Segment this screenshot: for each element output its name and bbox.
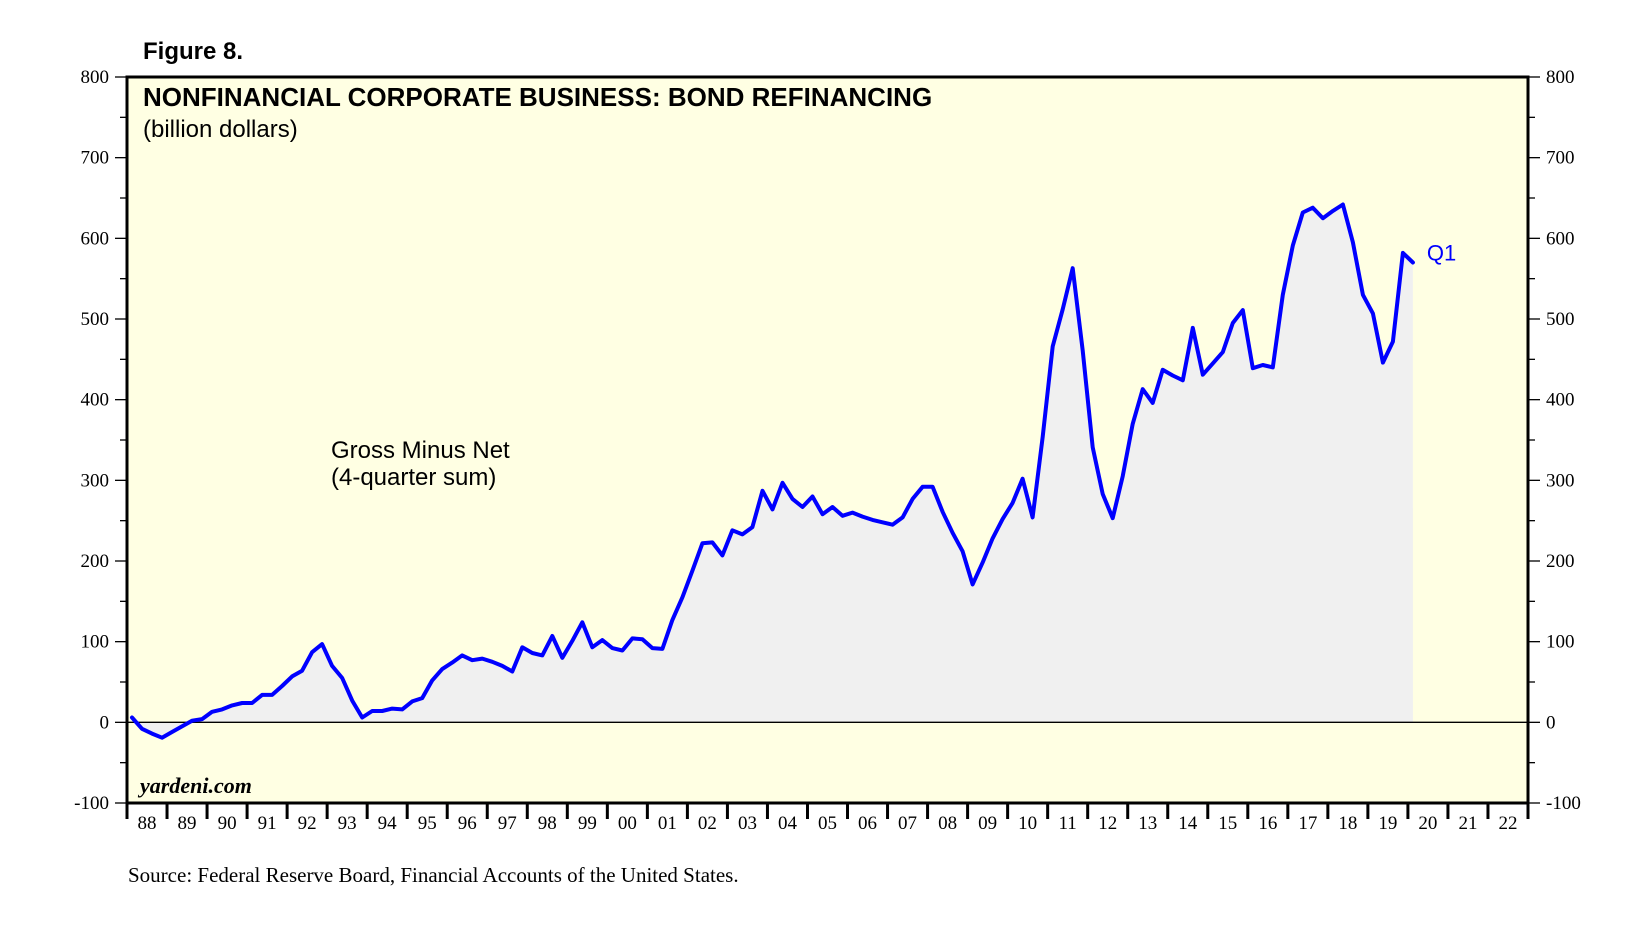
line-layer — [130, 202, 1415, 740]
x-tick-label: 88 — [138, 813, 157, 834]
x-tick-label: 98 — [538, 813, 557, 834]
y-tick-label-left: 700 — [81, 148, 110, 169]
x-tick-label: 90 — [218, 813, 237, 834]
y-tick-label-left: 100 — [81, 632, 110, 653]
y-tick-label-right: 800 — [1546, 67, 1575, 88]
chart-subtitle: (billion dollars) — [143, 116, 298, 143]
x-tick-label: 89 — [178, 813, 197, 834]
x-tick-label: 96 — [458, 813, 477, 834]
x-tick-label: 09 — [978, 813, 997, 834]
x-tick-label: 15 — [1218, 813, 1237, 834]
figure-label: Figure 8. — [143, 38, 243, 65]
x-tick-label: 91 — [258, 813, 277, 834]
y-axis-left: 800 700 600 500 400 300 200 100 0 -100 — [74, 67, 127, 814]
source-note: Source: Federal Reserve Board, Financial… — [128, 863, 739, 887]
y-tick-label-right: 100 — [1546, 632, 1575, 653]
y-tick-label-right: 400 — [1546, 390, 1575, 411]
x-tick-label: 12 — [1098, 813, 1117, 834]
x-tick-label: 04 — [778, 813, 798, 834]
y-tick-label-left: 300 — [81, 470, 110, 491]
y-axis-right: 800 700 600 500 400 300 200 100 0 -100 — [1528, 67, 1581, 814]
end-label: Q1 — [1427, 241, 1456, 266]
x-tick-label: 06 — [858, 813, 877, 834]
x-tick-label: 14 — [1178, 813, 1198, 834]
series-line — [130, 202, 1415, 740]
y-tick-label-left: 200 — [81, 551, 110, 572]
x-tick-label: 18 — [1338, 813, 1357, 834]
chart-title: NONFINANCIAL CORPORATE BUSINESS: BOND RE… — [143, 82, 932, 112]
x-tick-label: 22 — [1498, 813, 1517, 834]
annotation-line-1: Gross Minus Net — [331, 437, 510, 464]
x-tick-label: 08 — [938, 813, 957, 834]
y-tick-label-right: 700 — [1546, 148, 1575, 169]
x-tick-label: 92 — [298, 813, 317, 834]
x-tick-label: 01 — [658, 813, 677, 834]
y-tick-label-left: -100 — [74, 793, 109, 814]
series-area — [132, 204, 1413, 738]
y-tick-label-right: 200 — [1546, 551, 1575, 572]
x-tick-label: 00 — [618, 813, 637, 834]
y-tick-label-left: 800 — [81, 67, 110, 88]
x-tick-label: 21 — [1458, 813, 1477, 834]
x-tick-label: 10 — [1018, 813, 1037, 834]
x-tick-label: 03 — [738, 813, 757, 834]
x-tick-label: 05 — [818, 813, 837, 834]
y-tick-label-right: 600 — [1546, 228, 1575, 249]
x-tick-label: 19 — [1378, 813, 1397, 834]
y-tick-label-left: 400 — [81, 390, 110, 411]
x-tick-label: 94 — [378, 813, 398, 834]
area-layer — [132, 204, 1413, 738]
x-tick-label: 13 — [1138, 813, 1157, 834]
y-tick-label-right: -100 — [1546, 793, 1581, 814]
annotation-line-2: (4-quarter sum) — [331, 464, 496, 491]
y-tick-label-left: 500 — [81, 309, 110, 330]
x-axis: 88 89 90 91 92 93 94 95 96 97 98 99 00 01 02 03 04 05 06 07… — [125, 803, 1530, 834]
y-tick-label-right: 500 — [1546, 309, 1575, 330]
y-tick-label-right: 0 — [1546, 712, 1556, 733]
x-tick-label: 16 — [1258, 813, 1277, 834]
x-tick-label: 11 — [1059, 813, 1077, 834]
y-tick-label-left: 600 — [81, 228, 110, 249]
watermark: yardeni.com — [137, 773, 252, 798]
y-tick-label-left: 0 — [100, 712, 110, 733]
x-tick-label: 20 — [1418, 813, 1437, 834]
x-tick-label: 99 — [578, 813, 597, 834]
x-tick-label: 93 — [338, 813, 357, 834]
y-tick-label-right: 300 — [1546, 470, 1575, 491]
x-tick-label: 07 — [898, 813, 917, 834]
x-tick-label: 02 — [698, 813, 717, 834]
x-tick-label: 17 — [1298, 813, 1317, 834]
x-tick-label: 95 — [418, 813, 437, 834]
x-tick-label: 97 — [498, 813, 517, 834]
